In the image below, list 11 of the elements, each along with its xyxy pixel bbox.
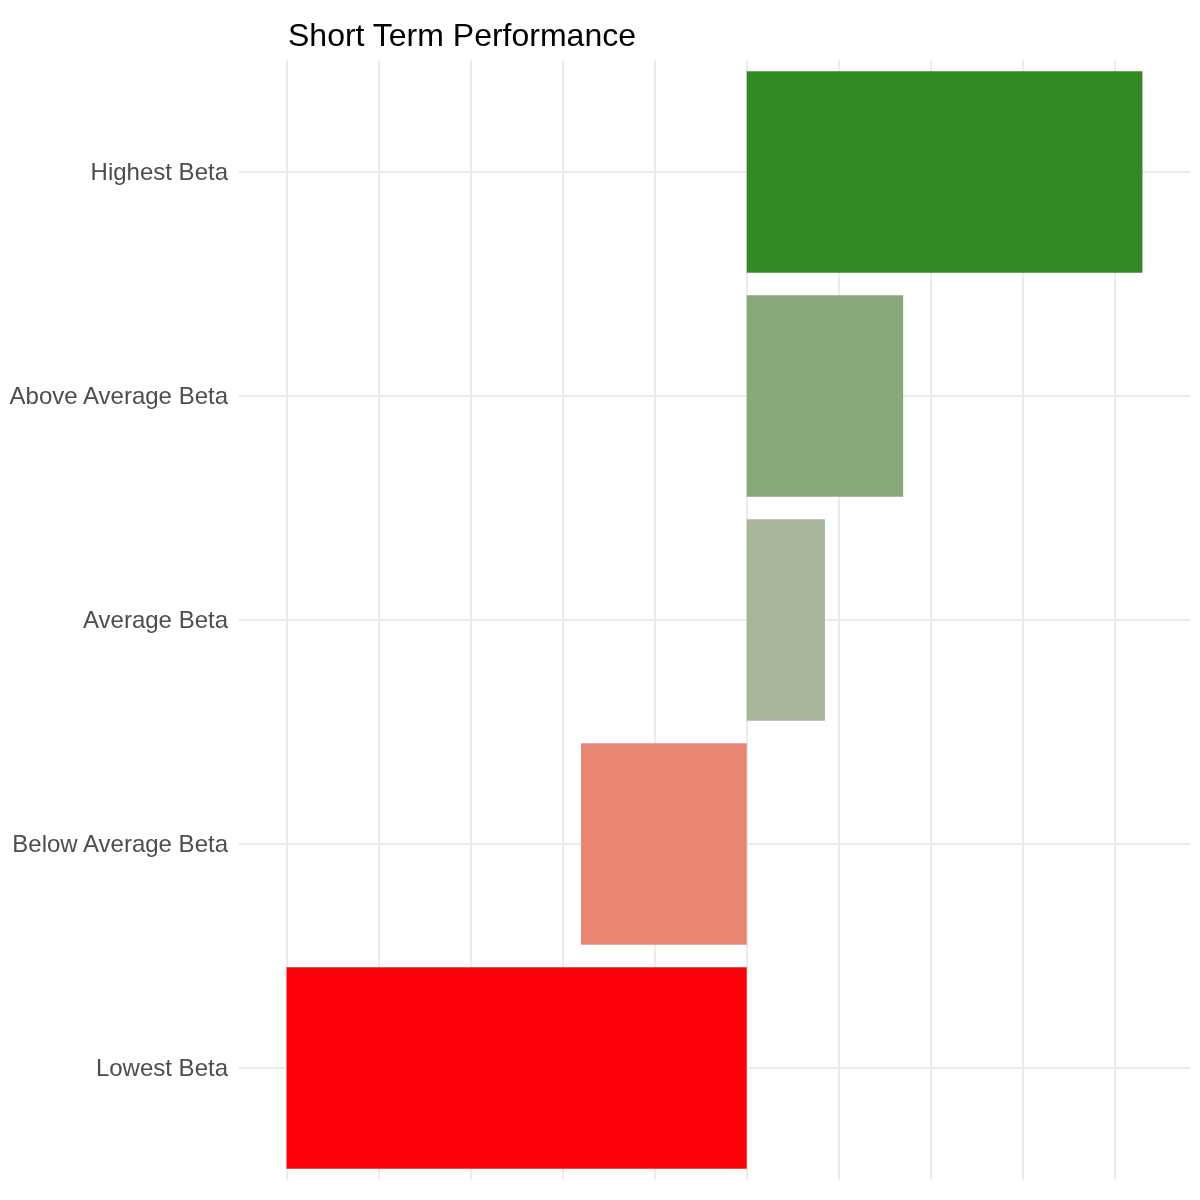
y-tick-label: Average Beta bbox=[83, 606, 229, 634]
y-tick-label: Below Average Beta bbox=[12, 830, 229, 858]
bar bbox=[286, 967, 747, 1169]
chart-title: Short Term Performance bbox=[288, 17, 636, 54]
bar bbox=[746, 519, 825, 721]
bar bbox=[746, 295, 904, 497]
bar bbox=[581, 743, 747, 945]
bar bbox=[746, 71, 1143, 273]
y-tick-label: Above Average Beta bbox=[9, 382, 229, 410]
y-tick-label: Lowest Beta bbox=[95, 1054, 229, 1082]
y-tick-label: Highest Beta bbox=[90, 158, 229, 186]
